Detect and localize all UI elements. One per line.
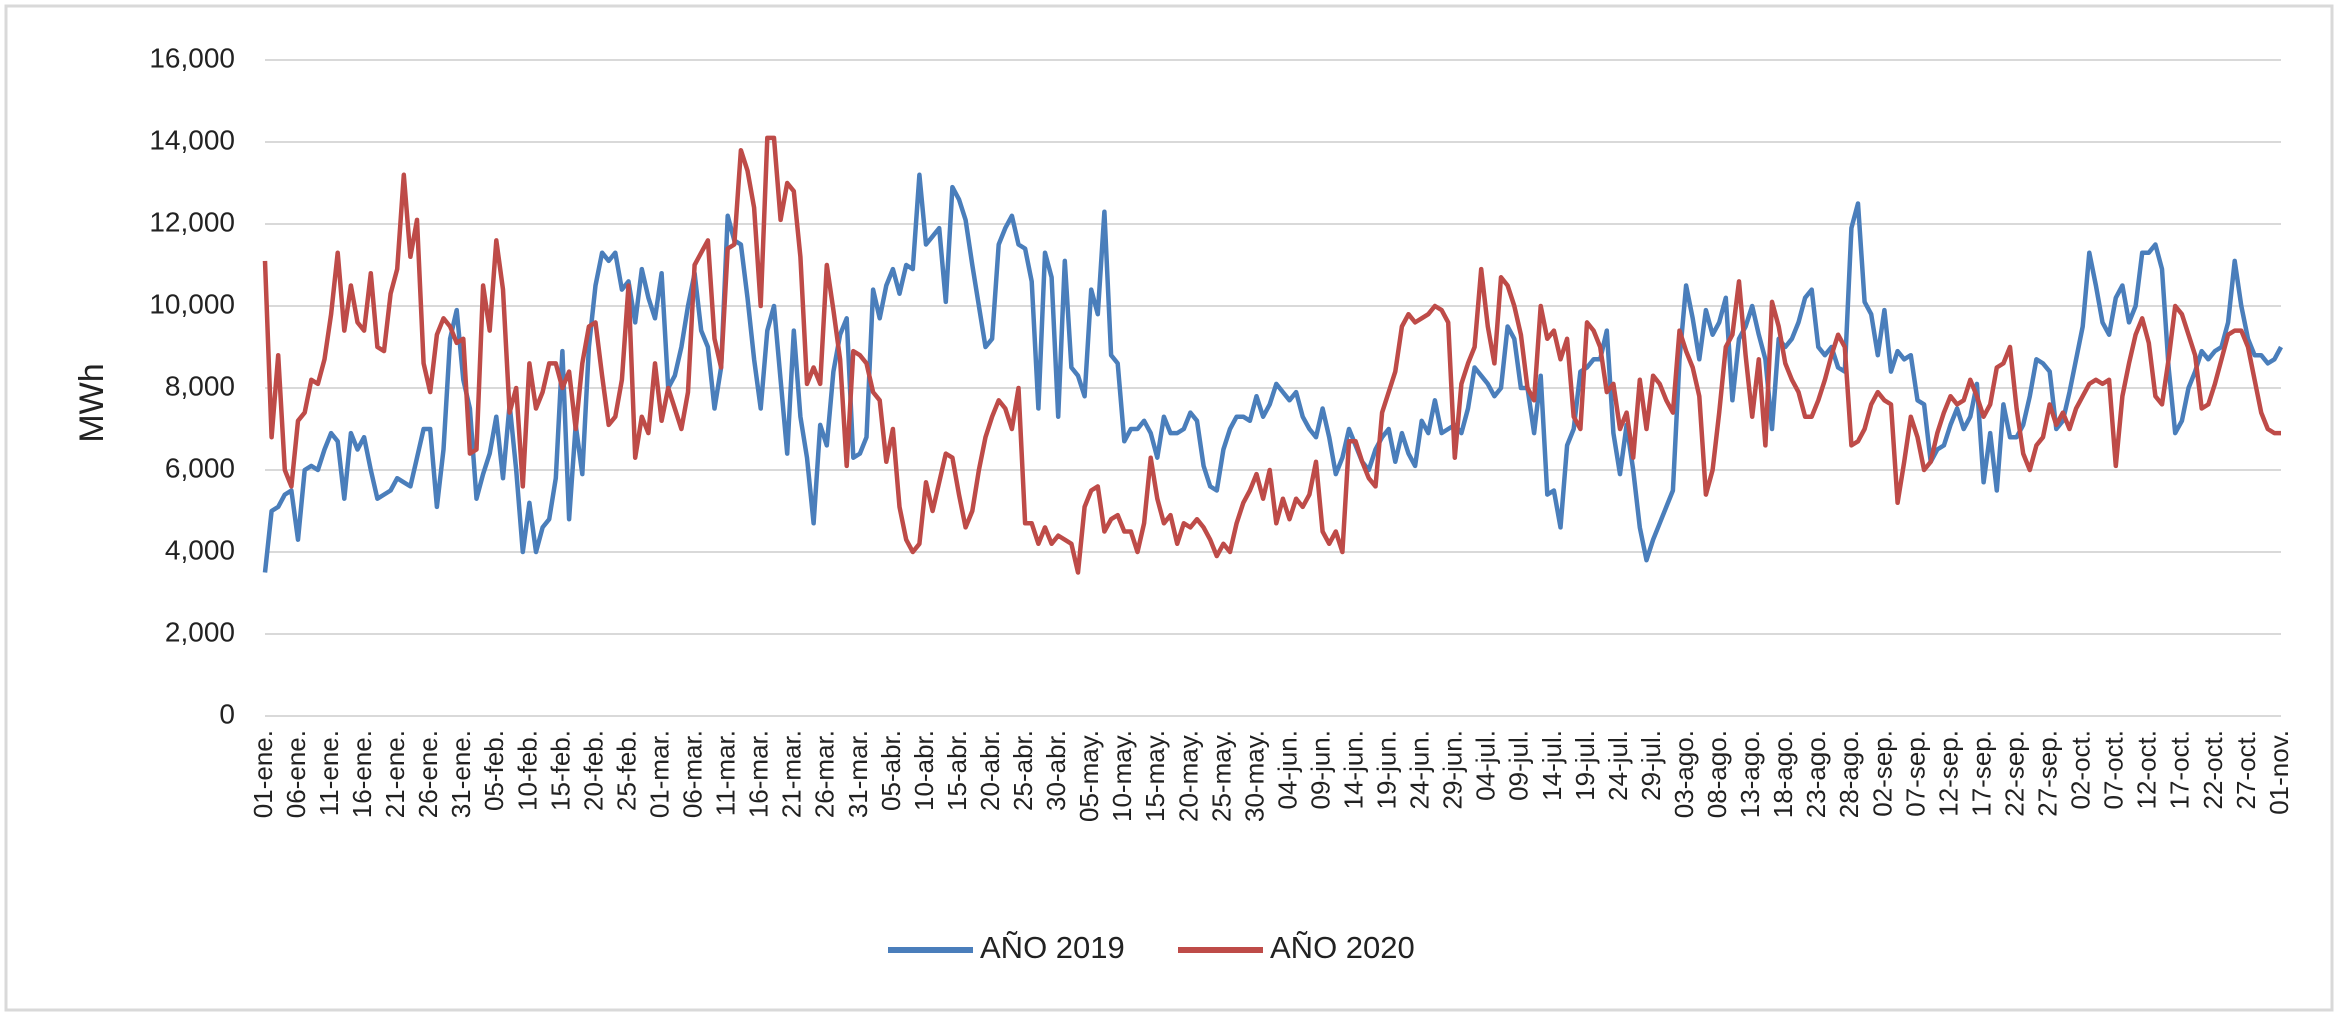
- x-tick-label: 02-sep.: [1867, 730, 1897, 817]
- x-tick-label: 11-mar.: [711, 730, 741, 816]
- x-tick-label: 20-feb.: [578, 730, 608, 811]
- x-tick-label: 11-ene.: [314, 730, 344, 816]
- x-tick-label: 27-oct.: [2231, 730, 2261, 810]
- x-tick-label: 29-jun.: [1438, 730, 1468, 810]
- x-tick-label: 26-ene.: [413, 730, 443, 818]
- x-tick-label: 30-may.: [1239, 730, 1269, 822]
- x-tick-label: 05-abr.: [876, 730, 906, 811]
- x-tick-label: 18-ago.: [1768, 730, 1798, 818]
- x-tick-label: 05-may.: [1074, 730, 1104, 822]
- x-tick-label: 04-jul.: [1471, 730, 1501, 801]
- x-tick-label: 25-may.: [1206, 730, 1236, 822]
- legend-label: AÑO 2020: [1270, 930, 1415, 965]
- x-tick-label: 17-oct.: [2165, 730, 2195, 810]
- x-tick-label: 10-abr.: [909, 730, 939, 811]
- x-tick-label: 14-jun.: [1338, 730, 1368, 810]
- y-tick-label: 2,000: [165, 616, 235, 647]
- x-tick-label: 23-ago.: [1801, 730, 1831, 818]
- x-tick-label: 01-nov.: [2264, 730, 2294, 815]
- x-tick-label: 24-jul.: [1603, 730, 1633, 801]
- x-tick-label: 21-mar.: [777, 730, 807, 818]
- x-tick-label: 21-ene.: [380, 730, 410, 818]
- x-tick-label: 25-abr.: [1008, 730, 1038, 811]
- x-tick-label: 07-oct.: [2099, 730, 2129, 810]
- y-tick-label: 8,000: [165, 370, 235, 401]
- series-line: [262, 135, 2281, 575]
- x-tick-label: 16-ene.: [347, 730, 377, 818]
- y-tick-label: 10,000: [149, 288, 235, 319]
- y-tick-label: 6,000: [165, 452, 235, 483]
- x-tick-label: 17-sep.: [1966, 730, 1996, 817]
- chart-frame: [4, 4, 2334, 1012]
- x-tick-label: 02-oct.: [2066, 730, 2096, 810]
- x-tick-label: 07-sep.: [1900, 730, 1930, 817]
- y-tick-label: 4,000: [165, 534, 235, 565]
- x-tick-label: 10-feb.: [512, 730, 542, 811]
- x-tick-label: 13-ago.: [1735, 730, 1765, 818]
- x-tick-label: 03-ago.: [1669, 730, 1699, 818]
- x-tick-label: 24-jun.: [1405, 730, 1435, 810]
- x-tick-label: 01-mar.: [644, 730, 674, 818]
- y-tick-label: 14,000: [149, 124, 235, 155]
- x-tick-label: 12-sep.: [1933, 730, 1963, 817]
- x-tick-label: 15-feb.: [545, 730, 575, 811]
- y-tick-label: 12,000: [149, 206, 235, 237]
- x-tick-label: 28-ago.: [1834, 730, 1864, 818]
- x-tick-label: 20-may.: [1173, 730, 1203, 822]
- x-tick-label: 15-abr.: [942, 730, 972, 811]
- x-tick-label: 30-abr.: [1041, 730, 1071, 811]
- legend-label: AÑO 2019: [980, 930, 1125, 965]
- y-tick-label: 16,000: [149, 42, 235, 73]
- x-tick-label: 20-abr.: [975, 730, 1005, 811]
- x-tick-label: 05-feb.: [479, 730, 509, 811]
- x-tick-label: 06-mar.: [678, 730, 708, 818]
- x-tick-label: 22-sep.: [1999, 730, 2029, 817]
- x-tick-label: 16-mar.: [744, 730, 774, 818]
- x-tick-label: 01-ene.: [248, 730, 278, 818]
- x-tick-label: 12-oct.: [2132, 730, 2162, 810]
- x-tick-label: 19-jul.: [1570, 730, 1600, 801]
- x-tick-label: 27-sep.: [2033, 730, 2063, 817]
- x-tick-label: 22-oct.: [2198, 730, 2228, 810]
- x-tick-label: 09-jun.: [1305, 730, 1335, 810]
- x-tick-label: 15-may.: [1140, 730, 1170, 822]
- x-tick-label: 25-feb.: [611, 730, 641, 811]
- y-tick-label: 0: [219, 698, 235, 729]
- series-line: [262, 172, 2283, 573]
- x-tick-label: 06-ene.: [281, 730, 311, 818]
- x-tick-label: 31-mar.: [843, 730, 873, 818]
- x-tick-label: 29-jul.: [1636, 730, 1666, 801]
- x-tick-label: 04-jun.: [1272, 730, 1302, 810]
- x-tick-label: 31-ene.: [446, 730, 476, 818]
- x-tick-label: 19-jun.: [1372, 730, 1402, 810]
- y-axis-label: MWh: [73, 363, 111, 442]
- x-tick-label: 10-may.: [1107, 730, 1137, 822]
- x-tick-label: 26-mar.: [810, 730, 840, 818]
- x-tick-label: 14-jul.: [1537, 730, 1567, 801]
- x-tick-label: 08-ago.: [1702, 730, 1732, 818]
- x-tick-label: 09-jul.: [1504, 730, 1534, 801]
